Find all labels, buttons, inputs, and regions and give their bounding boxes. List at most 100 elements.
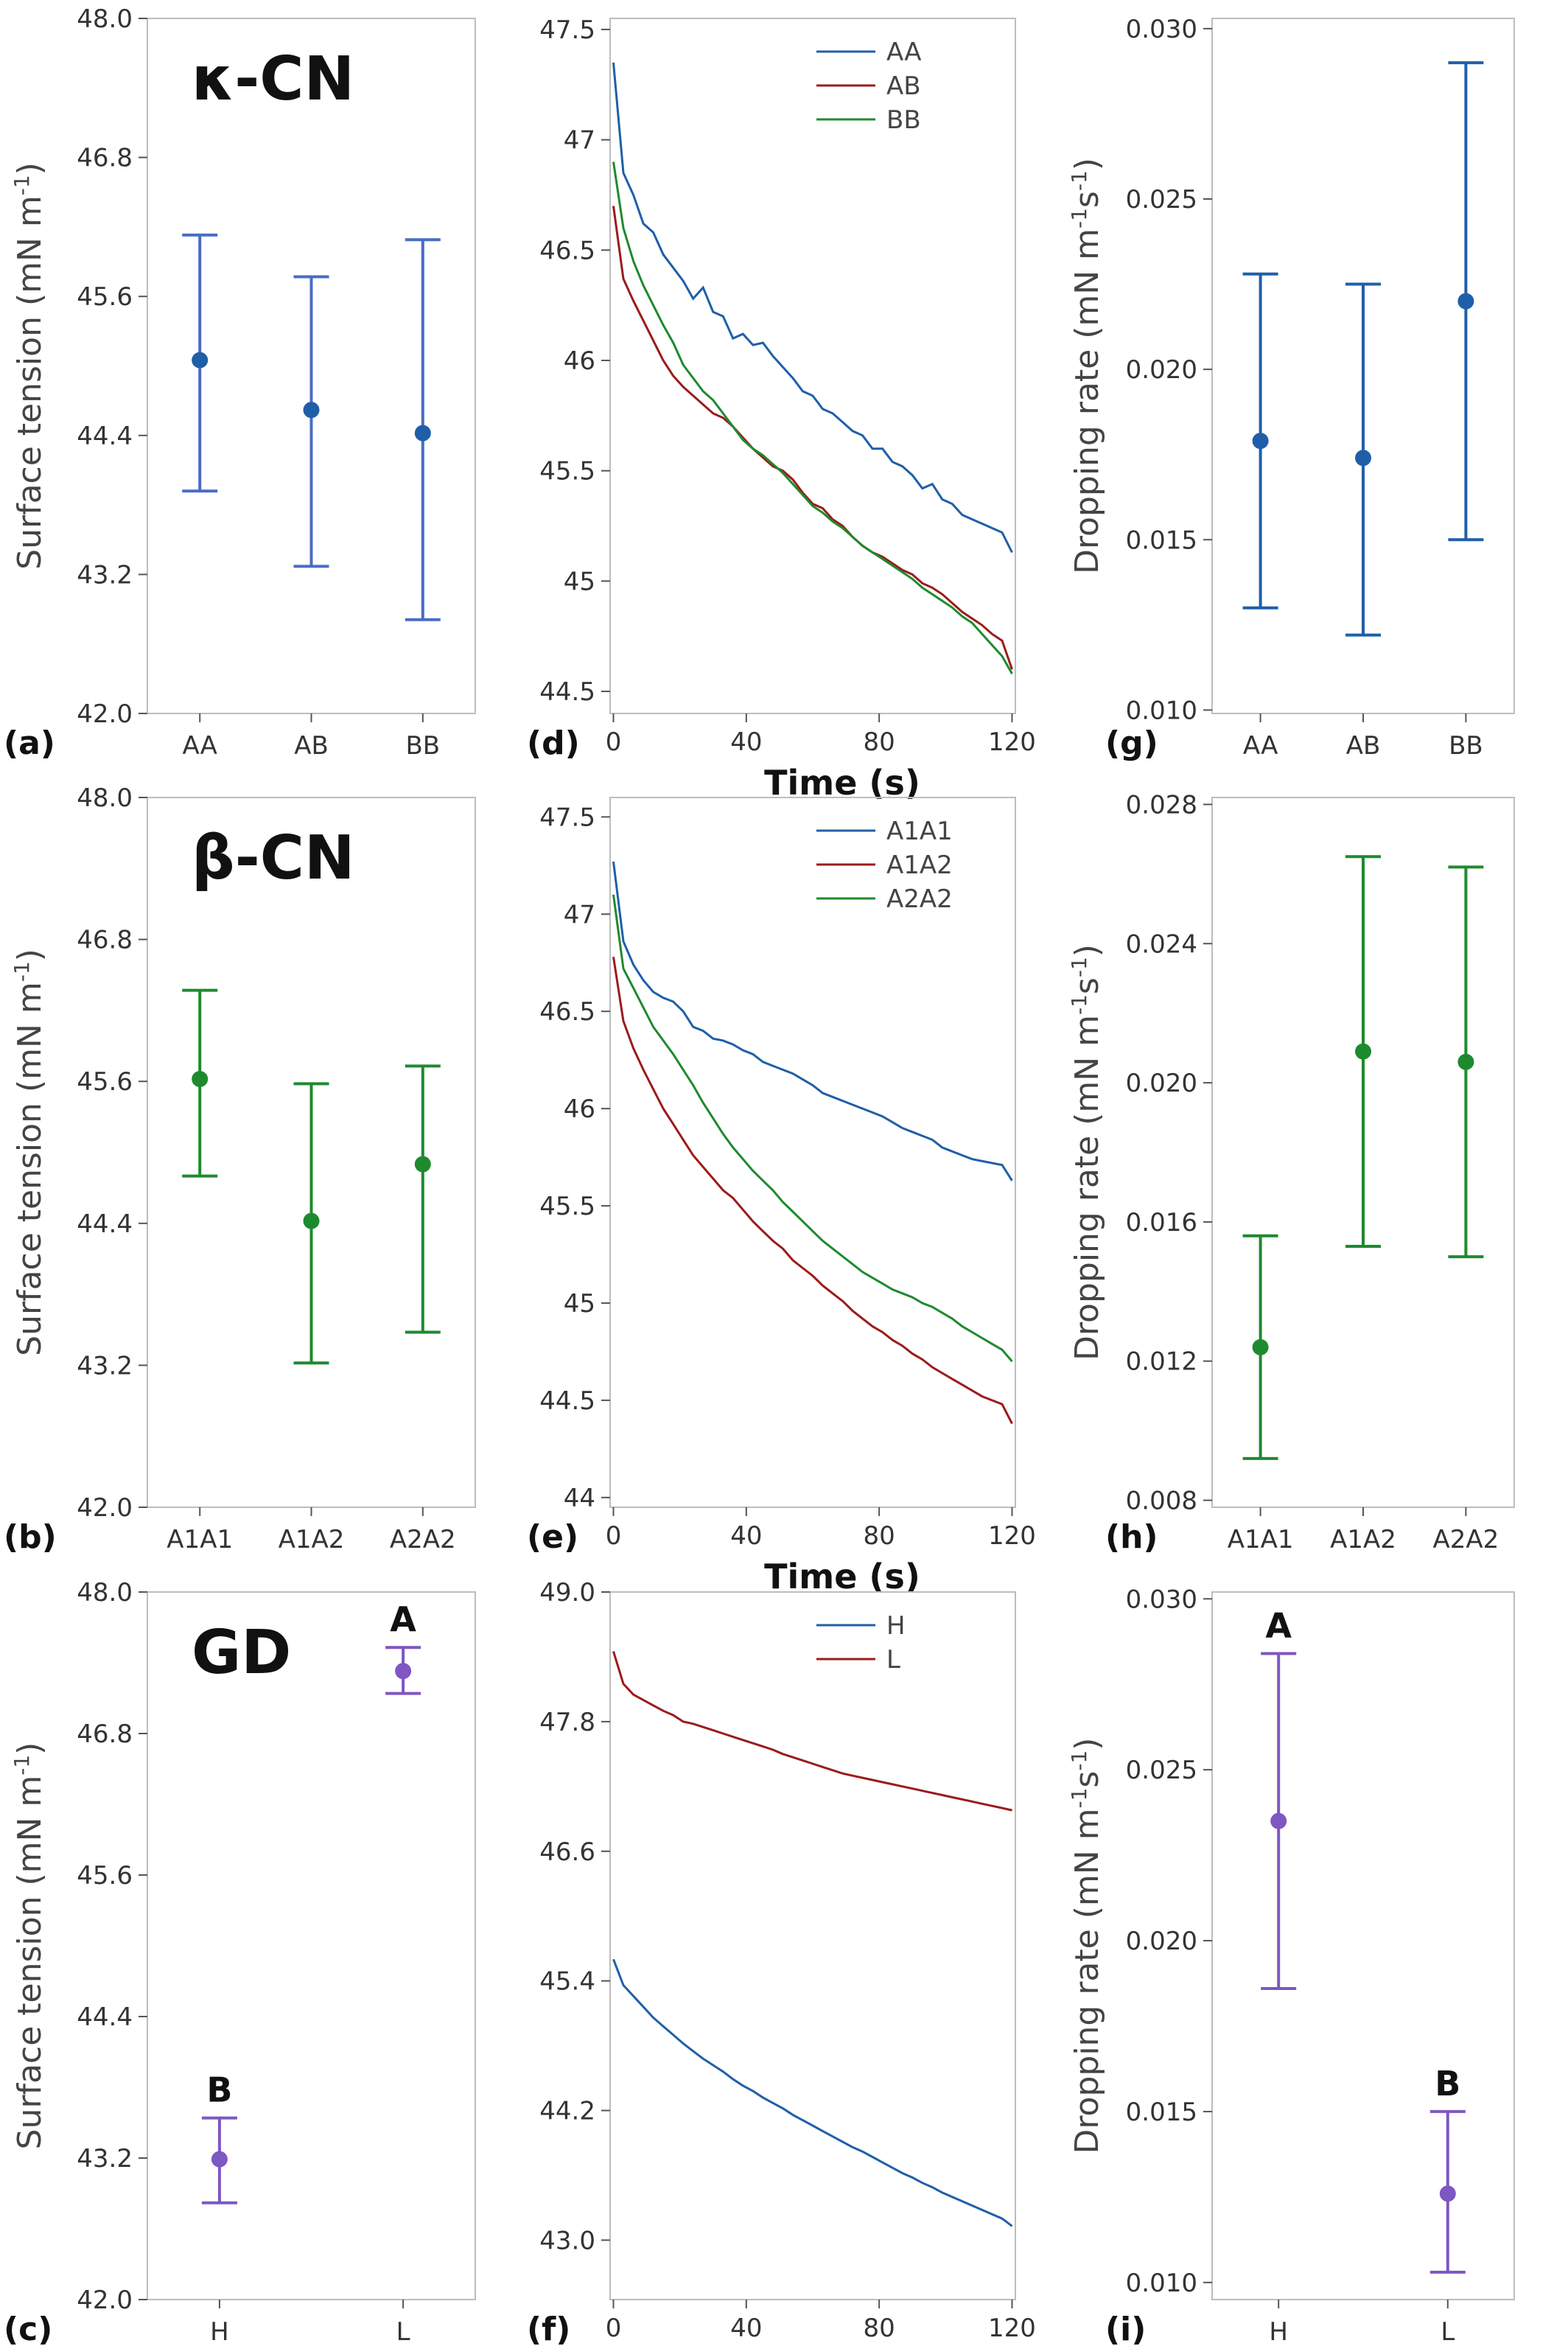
y-tick-label: 49.0 (539, 1578, 595, 1607)
series-line-H (612, 1958, 1013, 2227)
mean-point (303, 402, 320, 419)
x-tick-label: 40 (730, 727, 762, 757)
y-tick-label: 47.8 (539, 1708, 595, 1737)
panel-label: (c) (4, 2311, 52, 2346)
mean-point (192, 352, 209, 369)
y-tick-label: 0.008 (1126, 1487, 1197, 1516)
mean-point (211, 2151, 228, 2168)
y-tick-label: 46.6 (539, 1837, 595, 1867)
x-axis-label: Time (s) (764, 763, 920, 803)
y-tick-label: 45.6 (77, 282, 133, 312)
significance-letter: A (1265, 1605, 1292, 1645)
plot-frame (147, 1591, 476, 2300)
y-tick-label: 44.5 (539, 677, 595, 707)
x-tick-label: BB (405, 731, 440, 761)
legend-label: A2A2 (886, 884, 953, 914)
panel-label: (i) (1105, 2311, 1146, 2346)
panel-b: 42.0 43.2 44.4 45.6 46.8 48.0 A1A1 A1A2 A2A2 β-CN… (4, 783, 476, 1556)
y-tick-label: 47.5 (539, 803, 595, 832)
panel-title: κ-CN (192, 44, 354, 114)
series-line-BB (612, 161, 1013, 674)
mean-point (414, 425, 431, 441)
y-tick-label: 46 (564, 1095, 595, 1124)
y-tick-label: 48.0 (77, 783, 133, 813)
y-tick-label: 42.0 (77, 699, 133, 729)
x-tick-label: L (396, 2317, 410, 2346)
panel-label: (g) (1105, 725, 1158, 762)
x-tick-label: 0 (606, 2314, 622, 2343)
mean-point (1457, 293, 1474, 310)
panel-title: GD (192, 1618, 291, 1688)
mean-point (395, 1663, 412, 1680)
x-tick-label: AB (1346, 731, 1381, 761)
y-tick-label: 43.2 (77, 2144, 133, 2174)
y-tick-label: 47 (564, 126, 595, 156)
x-tick-label: AA (1243, 731, 1278, 761)
y-tick-label: 44.4 (77, 2003, 133, 2032)
x-tick-label: 80 (864, 2314, 895, 2343)
significance-letter: B (1435, 2064, 1460, 2104)
legend-label: BB (886, 105, 921, 135)
mean-point (1252, 433, 1269, 450)
panel-d: 44.5 45 45.5 46 46.5 47 47.5 0 40 80 120 AA AB BB Time… (527, 15, 1036, 803)
y-tick-label: 46.8 (77, 144, 133, 173)
legend: A1A1 A1A2 A2A2 (816, 817, 953, 914)
y-tick-label: 0.024 (1126, 929, 1197, 959)
plot-frame (1211, 1591, 1515, 2300)
y-tick-label: 48.0 (77, 4, 133, 34)
y-tick-label: 0.025 (1126, 185, 1197, 214)
x-tick-label: 40 (730, 1521, 762, 1551)
x-tick-label: A2A2 (1433, 1525, 1499, 1554)
mean-point (1270, 1812, 1287, 1829)
x-tick-label: 120 (988, 1521, 1036, 1551)
panel-label: (h) (1105, 1518, 1158, 1556)
y-tick-label: 44.5 (539, 1386, 595, 1416)
panel-label: (d) (527, 725, 580, 762)
y-tick-label: 0.010 (1126, 2269, 1197, 2298)
panel-i: 0.010 0.015 0.020 0.025 0.030 H A L B Dropping ra… (1067, 1585, 1515, 2346)
panel-a: 42.0 43.2 44.4 45.6 46.8 48.0 AA AB BB κ-CN Surfac… (4, 4, 476, 762)
mean-point (192, 1070, 209, 1087)
y-tick-label: 45 (564, 1289, 595, 1319)
y-axis-label: Dropping rate (mN m-1s-1) (1067, 944, 1107, 1361)
y-tick-label: 45.6 (77, 1861, 133, 1891)
x-tick-label: A1A2 (279, 1525, 345, 1554)
y-tick-label: 46.8 (77, 1720, 133, 1749)
x-tick-label: A1A1 (167, 1525, 233, 1554)
y-tick-label: 48.0 (77, 1578, 133, 1607)
y-tick-label: 0.025 (1126, 1756, 1197, 1785)
y-tick-label: 46.5 (539, 236, 595, 265)
significance-letter: B (206, 2070, 232, 2110)
y-tick-label: 42.0 (77, 1493, 133, 1523)
y-tick-label: 45.4 (539, 1967, 595, 1997)
plot-frame (609, 1591, 1016, 2300)
panel-e: 44 44.5 45 45.5 46 46.5 47 47.5 0 40 80 120 A1A1 A1A2… (527, 797, 1036, 1596)
y-tick-label: 43.2 (77, 1351, 133, 1380)
y-tick-label: 46.8 (77, 926, 133, 955)
y-tick-label: 46 (564, 346, 595, 376)
y-tick-label: 0.030 (1126, 1585, 1197, 1614)
x-tick-label: H (1269, 2317, 1288, 2346)
y-axis-label: Surface tension (mN m-1) (10, 949, 49, 1356)
x-tick-label: 120 (988, 2314, 1036, 2343)
panel-label: (a) (4, 725, 55, 762)
y-tick-label: 45.6 (77, 1067, 133, 1097)
x-tick-label: AA (182, 731, 217, 761)
legend: HL (816, 1611, 906, 1675)
legend-label: AB (886, 71, 921, 101)
mean-point (303, 1212, 320, 1229)
x-tick-label: AB (294, 731, 329, 761)
y-tick-label: 0.020 (1126, 1927, 1197, 1956)
series-line-AB (612, 206, 1013, 670)
significance-letter: A (390, 1599, 416, 1639)
y-tick-label: 44.4 (77, 1209, 133, 1239)
x-tick-label: 0 (606, 727, 622, 757)
y-tick-label: 44.2 (539, 2097, 595, 2126)
series-line-L (612, 1651, 1012, 1812)
y-tick-label: 0.012 (1126, 1347, 1197, 1377)
y-tick-label: 0.015 (1126, 526, 1197, 555)
x-tick-label: H (210, 2317, 229, 2346)
mean-point (1355, 450, 1371, 467)
panel-h: 0.008 0.012 0.016 0.020 0.024 0.028 A1A1 A1A2 A2… (1067, 790, 1515, 1556)
